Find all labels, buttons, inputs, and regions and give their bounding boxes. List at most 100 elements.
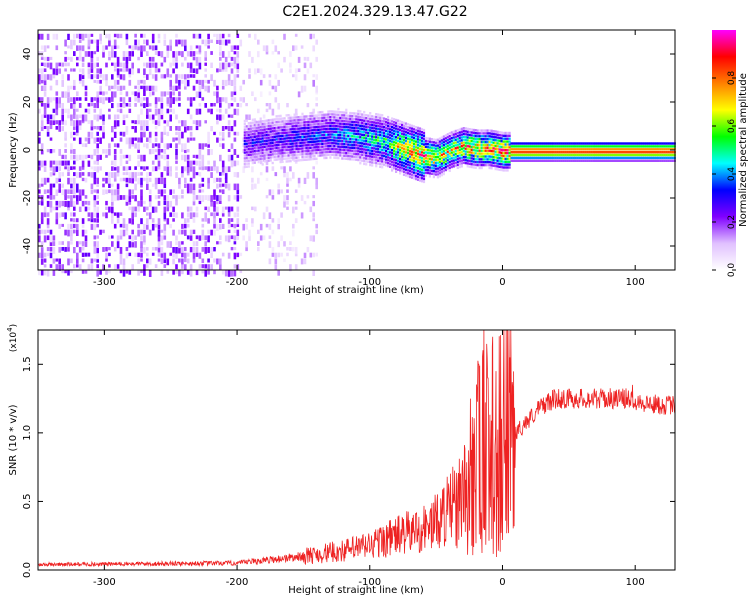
spectrogram-cell <box>61 264 64 271</box>
spectrogram-cell <box>283 200 286 208</box>
spectrogram-cell <box>311 152 314 155</box>
spectrogram-cell <box>43 85 47 92</box>
spectrogram-cell <box>359 139 362 142</box>
spectrogram-cell <box>566 142 569 145</box>
spectrogram-cell <box>351 138 354 141</box>
spectrogram-cell <box>281 126 284 129</box>
spectrogram-cell <box>504 163 507 166</box>
spectrogram-cell <box>289 145 292 148</box>
spectrogram-cell <box>84 97 88 101</box>
spectrogram-cell <box>590 156 593 160</box>
spectrogram-cell <box>383 146 386 149</box>
spectrogram-cell <box>476 129 479 132</box>
spectrogram-cell <box>259 157 262 161</box>
spectrogram-cell <box>286 103 289 108</box>
spectrogram-cell <box>160 252 164 258</box>
spectrogram-cell <box>402 127 406 130</box>
spectrogram-cell <box>472 137 475 140</box>
spectrogram-cell <box>289 159 292 163</box>
spectrogram-cell <box>518 159 521 162</box>
spectrogram-cell <box>466 159 469 162</box>
spectrogram-cell <box>134 85 137 89</box>
spectrogram-cell <box>524 159 527 162</box>
spectrogram-cell <box>361 148 364 151</box>
spectrogram-cell <box>247 122 250 125</box>
spectrogram-cell <box>460 165 463 168</box>
spectrogram-cell <box>227 126 231 132</box>
spectrogram-cell <box>43 114 47 118</box>
spectrogram-cell <box>125 51 129 57</box>
spectrogram-cell <box>287 119 290 123</box>
spectrogram-cell <box>321 119 324 122</box>
spectrogram-cell <box>265 128 268 131</box>
spectrogram-cell <box>84 235 88 242</box>
spectrogram-cell <box>379 148 382 151</box>
spectrogram-cell <box>452 147 455 151</box>
spectrogram-cell <box>498 139 501 143</box>
spectrogram-cell <box>269 136 272 139</box>
spectrogram-cell <box>476 163 479 167</box>
spectrogram-cell <box>273 141 276 144</box>
spectrogram-cell <box>236 51 240 58</box>
spectrogram-cell <box>277 135 280 138</box>
spectrogram-cell <box>315 151 318 155</box>
spectrogram-cell <box>363 148 366 151</box>
spectrogram-cell <box>424 162 427 166</box>
spectrogram-cell <box>303 74 307 81</box>
spectrogram-cell <box>550 145 553 148</box>
spectrogram-cell <box>169 189 172 195</box>
spectrogram-cell <box>309 112 312 115</box>
spectrogram-cell <box>337 119 340 122</box>
spectrogram-cell <box>614 156 617 160</box>
spectrogram-cell <box>216 114 219 120</box>
spectrogram-cell <box>253 129 256 133</box>
spectrogram-cell <box>227 212 231 217</box>
spectrogram-cell <box>315 117 318 120</box>
spectrogram-cell <box>265 51 269 55</box>
spectrogram-cell <box>245 148 248 151</box>
spectrogram-cell <box>598 153 601 157</box>
spectrogram-cell <box>486 149 489 152</box>
spectrogram-cell <box>454 129 457 133</box>
spectrogram-cell <box>312 74 315 78</box>
spectrogram-cell <box>651 153 654 157</box>
spectrogram-cell <box>151 252 155 256</box>
spectrogram-cell <box>397 142 400 145</box>
spectrogram-cell <box>510 142 513 145</box>
spectrogram-cell <box>391 117 394 120</box>
spectrogram-cell <box>46 97 50 104</box>
spectrogram-cell <box>637 151 640 154</box>
spectrogram-cell <box>143 241 146 245</box>
spectrogram-cell <box>502 143 505 146</box>
spectrogram-cell <box>661 148 664 151</box>
spectrogram-cell <box>379 119 382 122</box>
spectrogram-cell <box>319 145 322 149</box>
spectrogram-cell <box>221 212 225 217</box>
spectrogram-cell <box>116 103 120 108</box>
spectrogram-cell <box>198 51 202 55</box>
spectrogram-cell <box>311 111 314 115</box>
spectrogram-cell <box>169 91 172 99</box>
spectrogram-cell <box>76 218 79 223</box>
spectrogram-cell <box>383 134 386 137</box>
spectrogram-cell <box>259 152 262 155</box>
spectrogram-cell <box>430 169 433 173</box>
spectrogram-cell <box>562 153 565 157</box>
spectrogram-cell <box>268 74 272 78</box>
spectrogram-cell <box>309 155 312 158</box>
spectrogram-cell <box>253 147 256 150</box>
spectrogram-cell <box>615 148 619 151</box>
spectrogram-cell <box>268 235 272 239</box>
spectrogram-cell <box>247 136 250 139</box>
spectrogram-cell <box>307 138 310 141</box>
spectrogram-cell <box>659 142 662 145</box>
spectrogram-cell <box>635 151 639 154</box>
spectrogram-cell <box>58 103 61 108</box>
spectrogram-cell <box>418 159 422 162</box>
spectrogram-cell <box>233 85 237 92</box>
spectrogram-cell <box>46 149 50 153</box>
spectrogram-cell <box>645 153 648 157</box>
spectrogram-cell <box>81 218 85 224</box>
spectrogram-cell <box>189 229 193 236</box>
spectrogram-cell <box>301 158 304 162</box>
